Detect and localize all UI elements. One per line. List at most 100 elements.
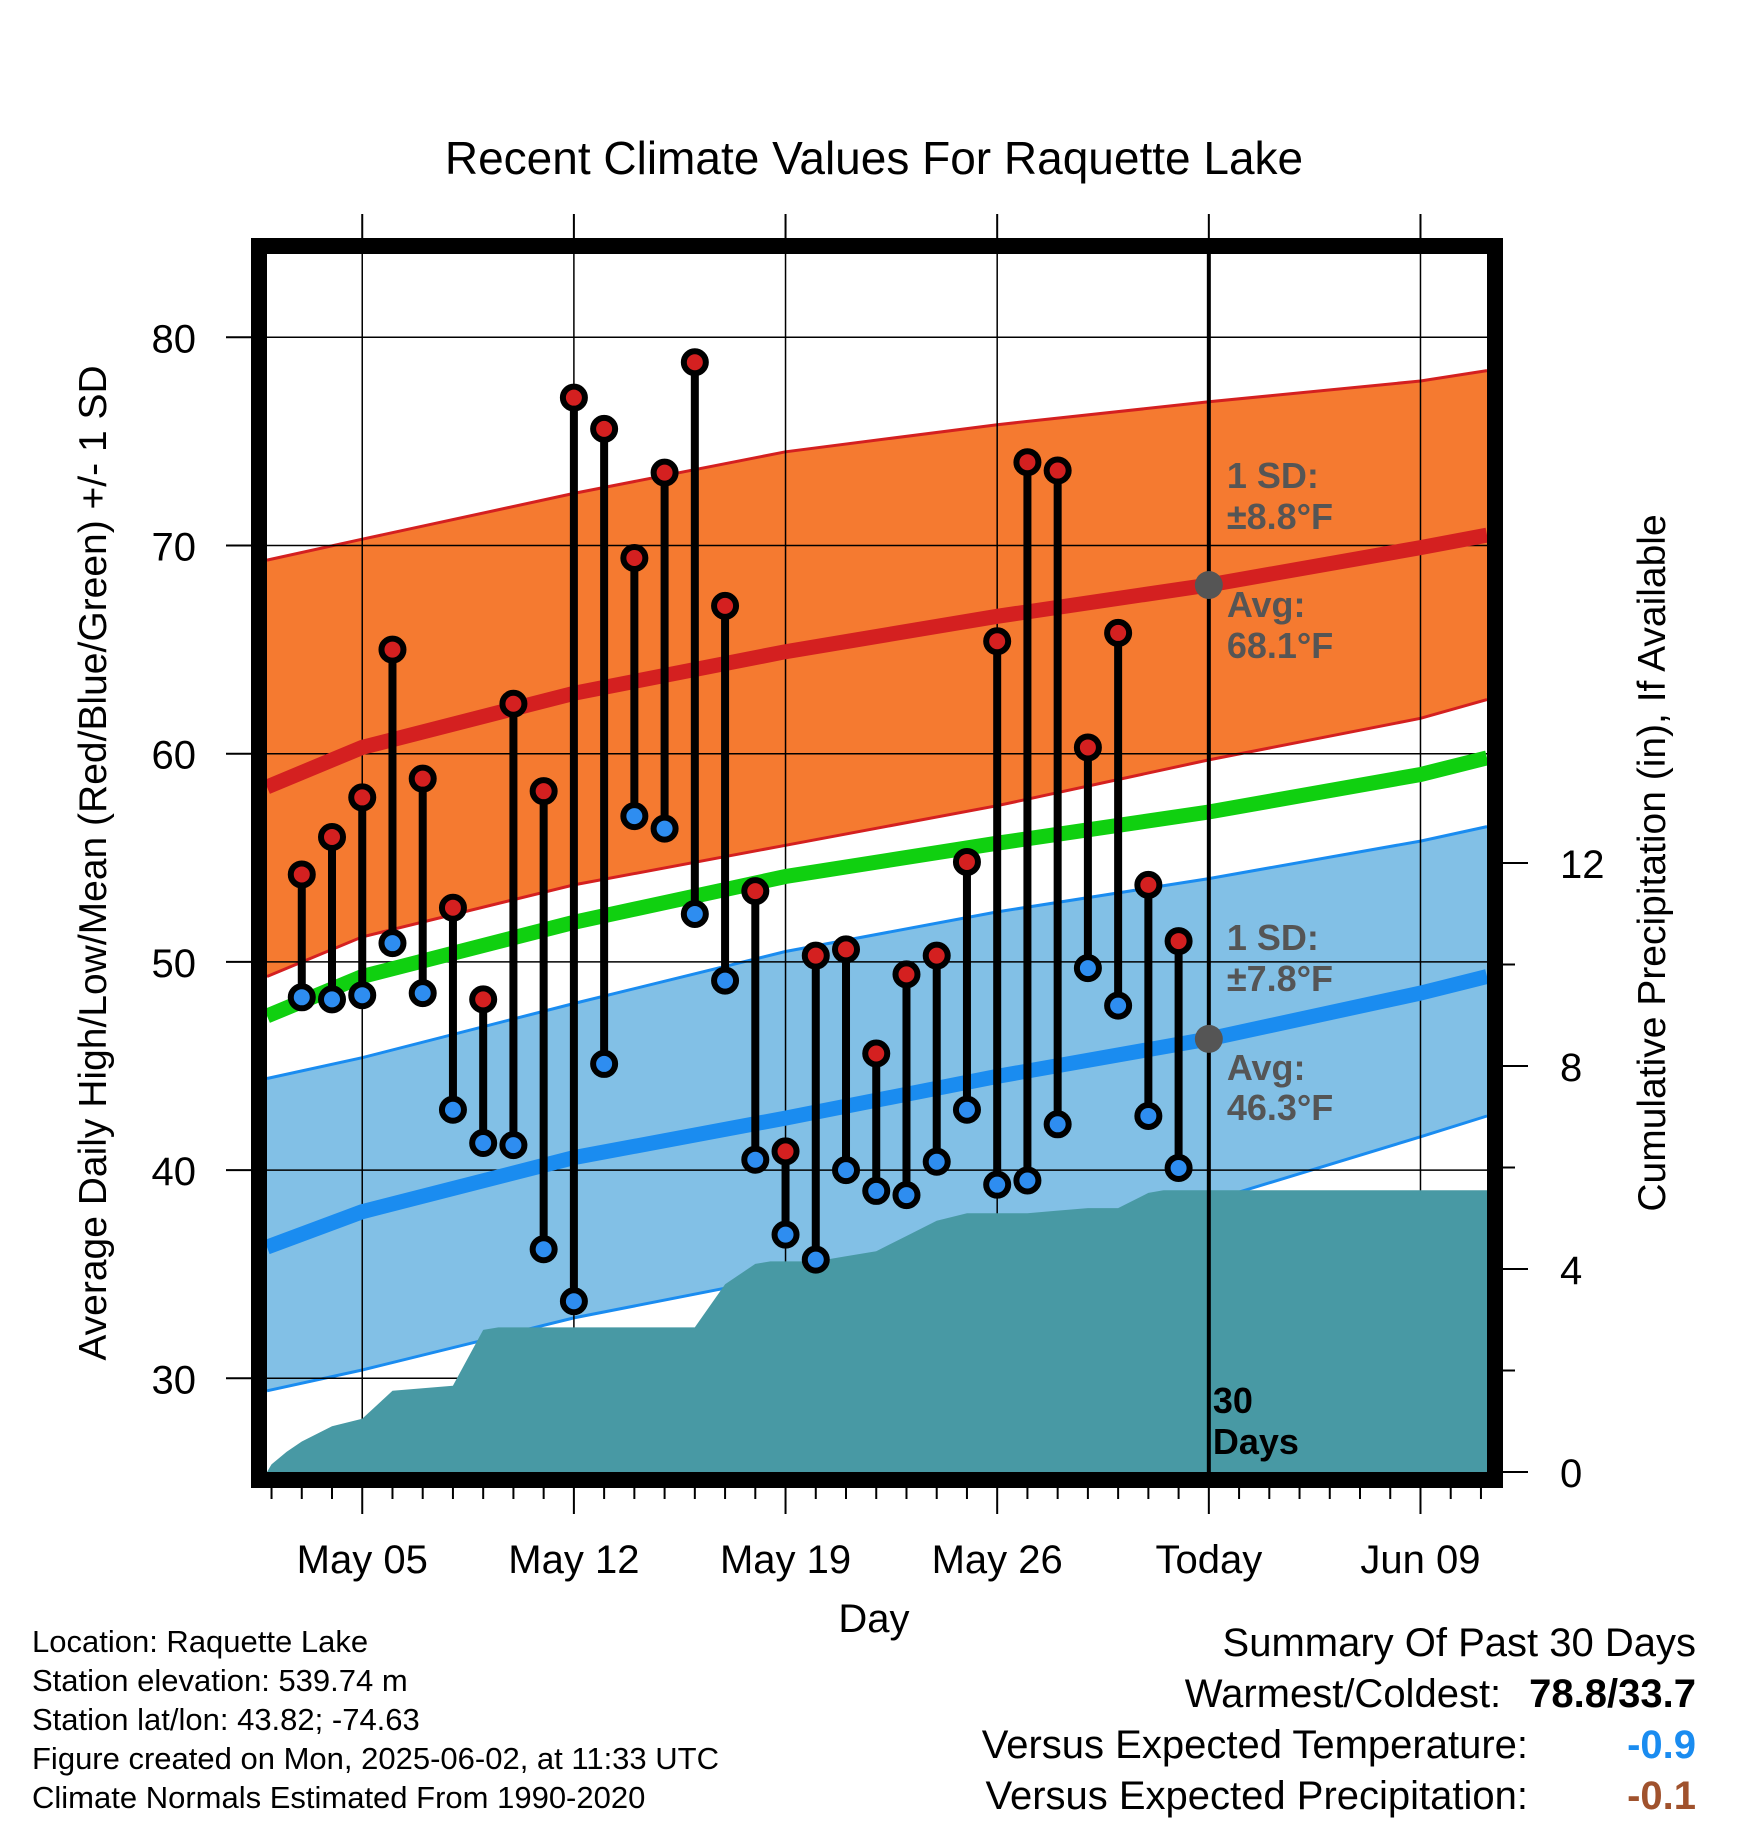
high-lower-edge: [266, 698, 1488, 978]
daily-low-point: [832, 1156, 861, 1185]
x-tick-label: Today: [1155, 1538, 1262, 1582]
daily-high-point: [318, 822, 347, 851]
daily-low-point: [862, 1176, 891, 1205]
y-right-tick-label: 0: [1560, 1452, 1582, 1496]
y-left-tick-label: 60: [152, 734, 197, 778]
daily-high-point: [559, 383, 588, 412]
high-sd-value: ±8.8°F: [1227, 496, 1333, 537]
y-left-tick-label: 70: [152, 525, 197, 569]
daily-high-point: [499, 689, 528, 718]
precip-departure-value: -0.1: [1627, 1774, 1696, 1818]
low-sd-label: 1 SD:: [1227, 917, 1319, 958]
daily-low-point: [1104, 991, 1133, 1020]
x-tick-label: May 19: [720, 1538, 851, 1582]
axes: 30 40 50 60 70 80 0 4 8 12 May 05 May 12 May 19 May 2…: [152, 214, 1605, 1582]
location-text: Location: Raquette Lake: [32, 1624, 369, 1659]
y-right-tick-label: 8: [1560, 1046, 1582, 1090]
x-tick-label: May 26: [932, 1538, 1063, 1582]
daily-high-point: [922, 941, 951, 970]
daily-high-point: [680, 348, 709, 377]
daily-low-point: [318, 985, 347, 1014]
elevation-text: Station elevation: 539.74 m: [32, 1663, 408, 1698]
daily-high-point: [590, 414, 619, 443]
station-info: Location: Raquette Lake Station elevatio…: [32, 1622, 719, 1817]
daily-high-point: [469, 985, 498, 1014]
daily-high-point: [1013, 448, 1042, 477]
daily-high-point: [348, 783, 377, 812]
daily-low-point: [801, 1245, 830, 1274]
daily-low-point: [771, 1220, 800, 1249]
normal-lines: [264, 527, 1489, 1255]
daily-observations: [287, 348, 1193, 1316]
high-avg-today-dot: [1194, 571, 1223, 600]
daily-high-point: [952, 847, 981, 876]
y-right-tick-label: 12: [1560, 843, 1605, 887]
daily-high-point: [771, 1137, 800, 1166]
summary-warmest-row: Warmest/Coldest: 78.8/33.7: [982, 1669, 1696, 1720]
avg-high-line: [264, 527, 1489, 794]
daily-high-point: [287, 860, 316, 889]
daily-high-point: [862, 1039, 891, 1068]
plot-frame: [251, 238, 1503, 1488]
chart-title: Recent Climate Values For Raquette Lake: [445, 132, 1303, 184]
daily-high-point: [529, 777, 558, 806]
normals-text: Climate Normals Estimated From 1990-2020: [32, 1780, 646, 1815]
avg-low-line: [264, 969, 1489, 1255]
daily-low-point: [1073, 954, 1102, 983]
daily-high-point: [1104, 618, 1133, 647]
daily-low-point: [469, 1129, 498, 1158]
x-axis-label: Day: [838, 1597, 909, 1641]
daily-low-point: [348, 981, 377, 1010]
daily-high-point: [983, 627, 1012, 656]
days-word-label: Days: [1213, 1421, 1299, 1462]
daily-low-point: [1134, 1101, 1163, 1130]
daily-low-point: [711, 966, 740, 995]
low-upper-edge: [266, 825, 1488, 1080]
daily-high-point: [620, 543, 649, 572]
daily-low-point: [892, 1181, 921, 1210]
daily-low-point: [983, 1170, 1012, 1199]
y-axis-label-right: Cumulative Precipitation (in), If Availa…: [1631, 514, 1674, 1211]
daily-low-point: [529, 1235, 558, 1264]
daily-low-point: [590, 1049, 619, 1078]
low-avg-today-dot: [1194, 1024, 1223, 1053]
daily-low-point: [408, 979, 437, 1008]
daily-high-point: [438, 893, 467, 922]
daily-low-point: [378, 929, 407, 958]
created-text: Figure created on Mon, 2025-06-02, at 11…: [32, 1741, 719, 1776]
x-tick-label: Jun 09: [1360, 1538, 1480, 1582]
high-upper-edge: [266, 369, 1488, 562]
daily-low-point: [650, 814, 679, 843]
daily-high-point: [741, 877, 770, 906]
summary-panel: Summary Of Past 30 Days Warmest/Coldest:…: [982, 1618, 1696, 1822]
y-right-tick-label: 4: [1560, 1249, 1582, 1293]
daily-low-point: [438, 1095, 467, 1124]
y-left-tick-label: 50: [152, 942, 197, 986]
temp-departure-value: -0.9: [1627, 1723, 1696, 1767]
y-left-tick-label: 40: [152, 1150, 197, 1194]
daily-low-point: [559, 1287, 588, 1316]
daily-low-point: [1013, 1166, 1042, 1195]
y-left-tick-label: 80: [152, 317, 197, 361]
precip-fill: [267, 1190, 1487, 1472]
daily-high-point: [1134, 870, 1163, 899]
daily-high-point: [1164, 927, 1193, 956]
daily-low-point: [741, 1145, 770, 1174]
daily-high-point: [711, 591, 740, 620]
daily-low-point: [952, 1095, 981, 1124]
daily-high-point: [832, 935, 861, 964]
summary-temp-row: Versus Expected Temperature: -0.9: [982, 1720, 1696, 1771]
x-tick-label: May 05: [297, 1538, 428, 1582]
daily-low-point: [1043, 1110, 1072, 1139]
daily-high-point: [892, 960, 921, 989]
high-sd-label: 1 SD:: [1227, 455, 1319, 496]
days-count-label: 30: [1213, 1380, 1253, 1421]
daily-high-point: [378, 635, 407, 664]
low-avg-label: Avg:: [1227, 1047, 1306, 1088]
daily-high-point: [650, 458, 679, 487]
summary-title: Summary Of Past 30 Days: [1222, 1621, 1696, 1665]
temp-departure-label: Versus Expected Temperature:: [981, 1723, 1528, 1767]
daily-high-point: [408, 764, 437, 793]
